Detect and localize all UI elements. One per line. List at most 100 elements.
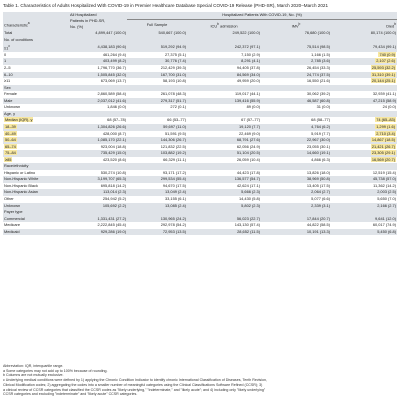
cell-col-2: 261,078 (48.3)	[160, 91, 186, 97]
cell-col-1: 695,818 (14.2)	[100, 182, 126, 188]
row-label: 50–64	[3, 137, 69, 144]
cell-col-5: 79,434 (99.1)	[331, 43, 398, 52]
cell-col-4: 1,166 (1.5)	[311, 51, 330, 57]
row-label: ≥11	[4, 78, 11, 84]
cell-col-5: 14,867 (18.5)	[331, 137, 398, 144]
cell-col-1: 1,331,431 (27.2)	[69, 215, 127, 223]
cell-col-4: 14,660 (19.1)	[261, 150, 331, 157]
header-full-sample: Full Sample	[127, 19, 187, 30]
cell-col-3: 143,130 (57.4)	[234, 222, 260, 228]
cell-col-2: 30,776 (7.4)	[127, 58, 187, 66]
cell-col-1: 403,499 (8.2)	[69, 58, 127, 66]
row-label: Female	[4, 91, 17, 97]
cell-col-1: 530,274 (10.8)	[100, 169, 126, 175]
cell-col-4: 13,826 (18.0)	[306, 169, 330, 175]
footnotes: Abbreviation: IQR, interquartile range. a…	[3, 364, 397, 397]
section-label: No. of conditions	[3, 36, 398, 44]
cell-col-5: 2,166 (2.7)	[331, 202, 398, 210]
cell-col-2: 13,085 (2.4)	[127, 202, 187, 210]
cell-col-3: 22,469 (9.0)	[239, 130, 260, 136]
footnote-line: CCSR categories and excluding "indetermi…	[3, 392, 138, 397]
cell-col-5: 2,003 (2.5)	[331, 189, 398, 196]
cell-col-3: 44,423 (17.8)	[236, 169, 260, 175]
header-all-hospitalized: All Hospitalized Patients in PHD-SR, No.…	[69, 12, 127, 30]
header-group-row: All Hospitalized Patients in PHD-SR, No.…	[3, 12, 398, 30]
table-row: 1 403,499 (8.2) 30,776 (7.4) 8,291 (4.1) 2,7…	[3, 58, 398, 66]
row-label: 0	[4, 51, 7, 57]
cell-col-3: 242,372 (97.1)	[187, 43, 261, 52]
table-row: 18–39 1,304,826 (26.6) 59,697 (11.0) 19,120…	[3, 123, 398, 131]
cell-col-3: 26,059 (10.4)	[236, 156, 260, 162]
table-row: 50–64 1,085,170 (22.1) 144,306 (26.7) 68,79…	[3, 137, 398, 144]
cell-col-3: 68,791 (27.6)	[187, 137, 261, 144]
cell-col-3: 89 (0.0)	[246, 104, 260, 110]
cell-col-4: 2,785 (3.6)	[261, 58, 331, 66]
cell-col-2: 58,193 (10.8)	[162, 78, 186, 84]
cell-col-5: 5,650 (7.0)	[377, 195, 397, 201]
cell-col-3: 139,416 (55.9)	[187, 97, 261, 105]
cell-col-3: 136,577 (54.7)	[187, 176, 261, 183]
cell-col-4: 76,680 (100.0)	[261, 30, 331, 37]
section-row: Sex	[3, 84, 398, 92]
cell-col-4: 23,055 (30.1)	[306, 143, 330, 149]
characteristics-table: All Hospitalized Patients in PHD-SR, No.…	[3, 12, 398, 236]
cell-col-1: 113,014 (2.3)	[69, 189, 127, 196]
cell-col-4: 24,774 (37.5)	[261, 71, 331, 79]
cell-col-2: 93,171 (17.2)	[162, 169, 186, 175]
footnote-line: Abbreviation: IQR, interquartile range.	[3, 364, 64, 368]
cell-col-3: 5,666 (2.3)	[187, 189, 261, 196]
cell-col-1: 428,000 (8.7)	[102, 130, 126, 136]
row-label: ≥1c	[3, 43, 69, 52]
cell-col-2: 103,882 (19.2)	[127, 150, 187, 157]
cell-col-2: 167,700 (31.0)	[127, 71, 187, 79]
table-row: Unknown 1,846 (0.0) 272 (0.1) 89 (0.0) 31 (0…	[3, 104, 397, 111]
row-label: ≥85	[4, 156, 13, 162]
cell-col-3: 67 (57–77)	[241, 117, 260, 123]
cell-col-3: 62,056 (24.9)	[236, 143, 260, 149]
cell-col-4: 44,822 (58.5)	[306, 222, 330, 228]
cell-col-2: 212,429 (39.3)	[160, 65, 186, 71]
cell-col-3: 119,017 (44.1)	[234, 91, 260, 97]
table-row: Female 2,860,589 (58.4) 261,078 (48.3) 119,…	[3, 91, 397, 98]
header-row: Characteristica Full Sample ICUb admissi…	[3, 19, 398, 30]
table-row: Non-Hispanic White 3,199,707 (65.3) 299,53…	[3, 176, 398, 183]
cell-col-1: 929,286 (19.0)	[69, 228, 127, 236]
header-characteristic: Characteristica	[3, 19, 69, 30]
cell-col-3: 49,959 (20.0)	[236, 78, 260, 84]
cell-col-5: 21,421 (26.7)	[370, 143, 397, 149]
cell-col-1: 254,942 (5.2)	[102, 195, 126, 201]
cell-col-1: 735,429 (15.0)	[69, 150, 127, 157]
section-label: Age, y	[3, 110, 398, 118]
row-label: Medicaid	[3, 228, 69, 236]
cell-col-2: 299,534 (55.4)	[127, 176, 187, 183]
row-label: Other	[4, 195, 14, 201]
cell-col-3: 14,430 (5.8)	[239, 195, 260, 201]
row-label: Median (IQR), y	[4, 117, 34, 123]
cell-col-1: 461,264 (9.4)	[102, 51, 126, 57]
cell-col-4: 16,550 (21.6)	[306, 78, 330, 84]
row-label: 40–49	[4, 130, 17, 136]
cell-col-5: 2,107 (2.6)	[331, 58, 398, 66]
cell-col-4: 5,919 (7.7)	[311, 130, 330, 136]
cell-col-5: 24 (0.0)	[382, 104, 397, 110]
header-icu-admission: ICUb admission	[187, 19, 261, 30]
cell-col-2: 59,697 (11.0)	[127, 123, 187, 131]
table-row: 75–84 735,429 (15.0) 103,882 (19.2) 51,104 …	[3, 150, 398, 157]
cell-col-5: 20,144 (25.1)	[370, 78, 397, 84]
cell-col-5: 80,174 (100.0)	[331, 30, 398, 37]
row-label: Commercial	[3, 215, 69, 223]
cell-col-3: 94,405 (37.8)	[236, 65, 260, 71]
table-row: Commercial 1,331,431 (27.2) 130,965 (24.2)…	[3, 215, 398, 223]
cell-col-1: 105,692 (2.2)	[69, 202, 127, 210]
table-row: Hispanic or Latino 530,274 (10.8) 93,171 (…	[3, 170, 397, 177]
header-imv: IMVb	[261, 19, 331, 30]
table-row: 65–74 923,004 (18.8) 121,832 (22.5) 62,056 …	[3, 143, 397, 151]
cell-col-4: 4,764 (6.2)	[261, 123, 331, 131]
cell-col-2: 540,667 (100.0)	[127, 30, 187, 37]
cell-col-3: 7,150 (2.9)	[241, 51, 260, 57]
cell-col-3: 28,652 (11.5)	[187, 228, 261, 236]
row-label: Unknown	[3, 202, 69, 210]
table-row: 40–49 428,000 (8.7) 51,591 (9.5) 22,469 (9.…	[3, 130, 397, 138]
cell-col-2: 27,375 (5.1)	[165, 51, 186, 57]
cell-col-1: 1,846 (0.0)	[107, 104, 126, 110]
